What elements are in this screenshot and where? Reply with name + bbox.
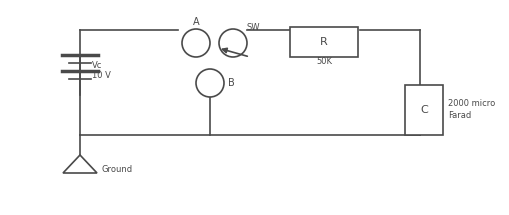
Text: C: C: [420, 105, 428, 115]
Text: Ground: Ground: [102, 166, 133, 175]
Circle shape: [196, 69, 224, 97]
Text: 2000 micro: 2000 micro: [448, 100, 495, 109]
Bar: [405, 85, 443, 135]
Text: A: A: [193, 17, 200, 27]
Text: B: B: [228, 78, 235, 88]
Text: Vc: Vc: [92, 60, 102, 69]
Text: 50K: 50K: [316, 57, 332, 66]
Text: SW: SW: [247, 23, 261, 32]
Text: Farad: Farad: [448, 112, 471, 120]
Bar: [290, 27, 358, 57]
Circle shape: [182, 29, 210, 57]
Text: R: R: [320, 37, 328, 47]
Text: 10 V: 10 V: [92, 71, 111, 80]
Circle shape: [219, 29, 247, 57]
